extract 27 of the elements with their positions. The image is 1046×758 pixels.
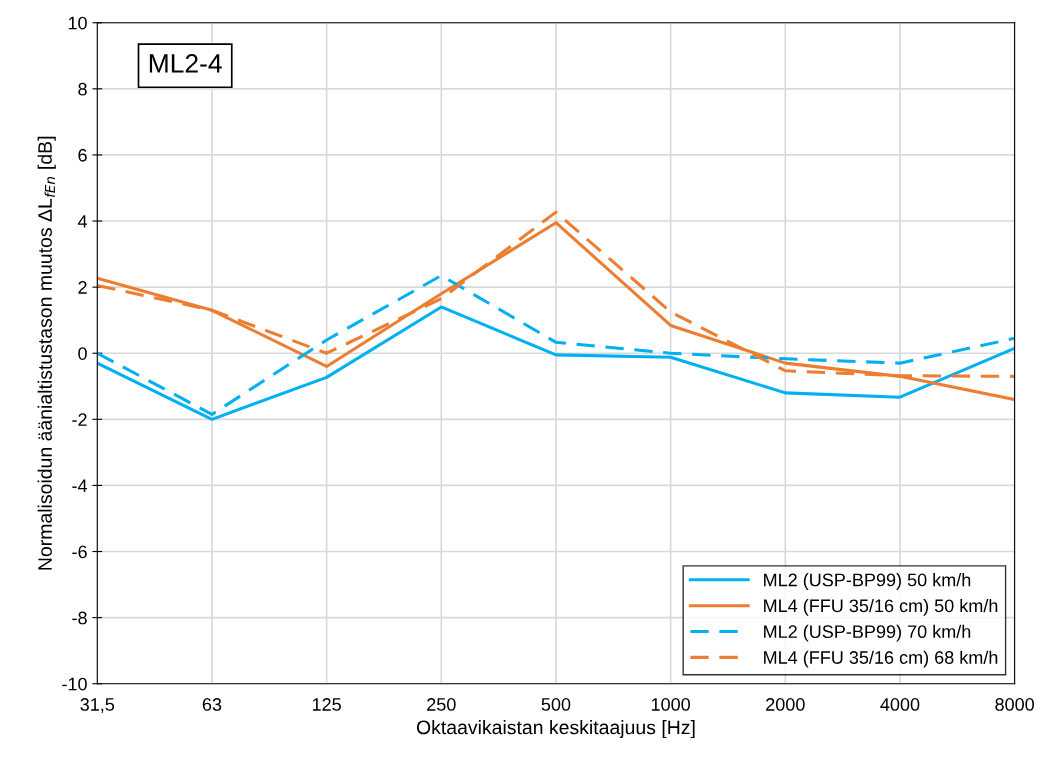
y-tick-label: 10 xyxy=(68,16,87,30)
x-axis-title: Oktaavikaistan keskitaajuus [Hz] xyxy=(416,719,695,739)
legend-label: ML2 (USP-BP99) 70 km/h xyxy=(764,624,971,642)
y-tick-label: 4 xyxy=(77,215,88,228)
x-tick-label: 8000 xyxy=(995,698,1034,711)
x-tick-label: 4000 xyxy=(880,698,920,711)
x-tick-label: 500 xyxy=(541,698,571,711)
annotation: ML2-4 xyxy=(149,54,222,73)
y-axis-title: Normalisoidun äänialtistustason muutos ΔL$_{fEn}$ [dB] xyxy=(37,136,56,570)
x-tick-label: 250 xyxy=(427,698,456,711)
y-tick-label: -10 xyxy=(62,677,87,691)
x-tick-label: 31,5 xyxy=(80,698,115,713)
y-tick-label: 8 xyxy=(78,82,87,96)
x-tick-label: 2000 xyxy=(766,698,805,711)
y-tick-label: 0 xyxy=(78,347,87,360)
x-tick-label: 63 xyxy=(202,698,222,711)
x-tick-label: 125 xyxy=(312,698,341,711)
y-tick-label: -8 xyxy=(72,611,87,625)
x-tick-label: 1000 xyxy=(651,698,690,711)
y-tick-label: -4 xyxy=(72,479,88,492)
y-tick-label: 2 xyxy=(78,281,87,294)
legend-label: ML4 (FFU 35/16 cm) 50 km/h xyxy=(764,598,998,616)
y-tick-label: 6 xyxy=(78,148,87,162)
y-tick-label: -6 xyxy=(72,545,87,559)
legend-label: ML2 (USP-BP99) 50 km/h xyxy=(764,573,971,590)
y-tick-label: -2 xyxy=(72,413,87,426)
legend-label: ML4 (FFU 35/16 cm) 68 km/h xyxy=(764,650,998,668)
